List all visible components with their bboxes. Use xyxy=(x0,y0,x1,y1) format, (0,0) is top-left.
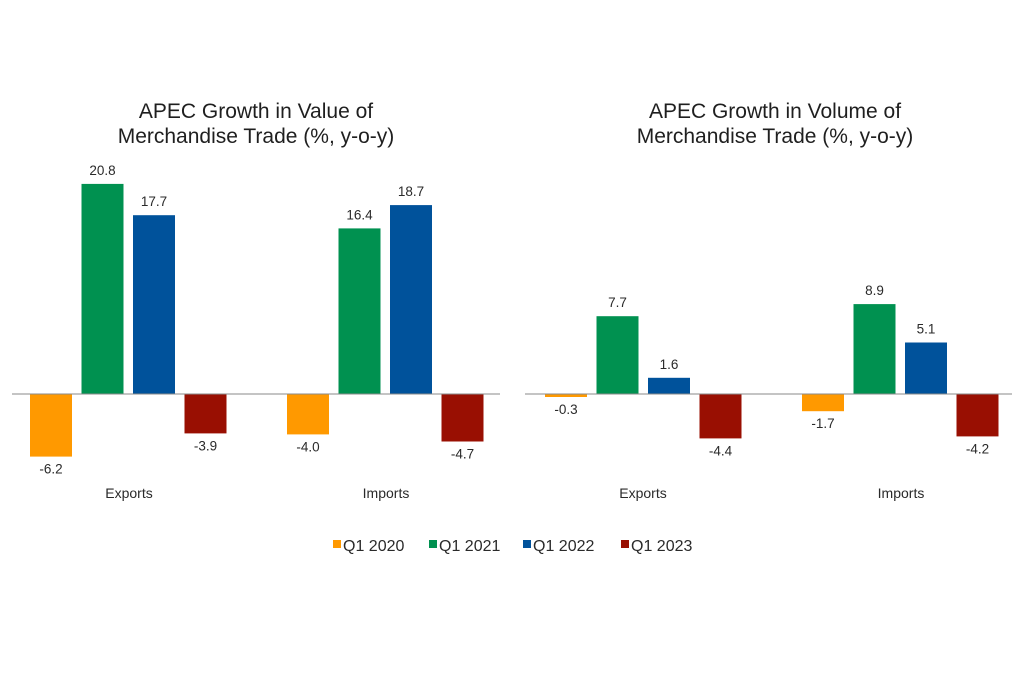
volume-chart-bar-imports-q1-2021 xyxy=(853,304,896,394)
value-chart-data-label-imports-q1-2021: 16.4 xyxy=(346,207,373,222)
value-chart-data-label-exports-q1-2020: -6.2 xyxy=(39,462,62,477)
volume-chart-bar-exports-q1-2022 xyxy=(648,377,690,394)
value-chart-category-imports: Imports xyxy=(363,485,410,501)
volume-chart-data-label-imports-q1-2020: -1.7 xyxy=(811,416,834,431)
legend-item-q1-2022: Q1 2022 xyxy=(523,538,594,555)
value-chart-bar-exports-q1-2023 xyxy=(184,394,227,434)
value-chart-data-label-exports-q1-2023: -3.9 xyxy=(194,438,217,453)
value-chart-bar-imports-q1-2022 xyxy=(390,205,432,394)
volume-chart-data-label-exports-q1-2021: 7.7 xyxy=(608,295,627,310)
legend: Q1 2020 Q1 2021 Q1 2022 Q1 2023 xyxy=(333,538,692,555)
value-chart-title-line2: Merchandise Trade (%, y-o-y) xyxy=(118,125,395,148)
volume-chart-data-label-exports-q1-2023: -4.4 xyxy=(709,443,733,458)
volume-chart-category-exports: Exports xyxy=(619,485,666,501)
volume-chart-data-label-exports-q1-2020: -0.3 xyxy=(554,402,577,417)
volume-chart-bar-exports-q1-2020 xyxy=(545,394,587,397)
value-chart-category-exports: Exports xyxy=(105,485,152,501)
volume-chart-bar-imports-q1-2023 xyxy=(956,394,999,437)
value-chart-bar-exports-q1-2020 xyxy=(30,394,72,457)
value-chart-bar-imports-q1-2020 xyxy=(287,394,329,435)
legend-item-q1-2021: Q1 2021 xyxy=(429,538,500,555)
volume-chart-data-label-imports-q1-2023: -4.2 xyxy=(966,441,989,456)
legend-label-q1-2020: Q1 2020 xyxy=(343,538,404,555)
volume-chart-bar-imports-q1-2020 xyxy=(802,394,844,412)
volume-chart-data-label-imports-q1-2022: 5.1 xyxy=(917,322,936,337)
value-chart-data-label-imports-q1-2022: 18.7 xyxy=(398,184,424,199)
volume-chart-data-label-exports-q1-2022: 1.6 xyxy=(660,357,679,372)
volume-chart-bar-imports-q1-2022 xyxy=(905,342,947,394)
volume-chart-bar-exports-q1-2023 xyxy=(699,394,742,439)
legend-item-q1-2020: Q1 2020 xyxy=(333,538,404,555)
legend-swatch-q1-2020 xyxy=(333,540,341,548)
volume-chart-title-line2: Merchandise Trade (%, y-o-y) xyxy=(637,125,914,148)
volume-chart-bar-exports-q1-2021 xyxy=(596,316,639,394)
volume-chart-title-line1: APEC Growth in Volume of xyxy=(649,100,901,123)
value-chart-title-line1: APEC Growth in Value of xyxy=(139,100,373,123)
legend-label-q1-2022: Q1 2022 xyxy=(533,538,594,555)
legend-swatch-q1-2022 xyxy=(523,540,531,548)
value-chart-data-label-imports-q1-2020: -4.0 xyxy=(296,439,319,454)
value-chart-bar-exports-q1-2022 xyxy=(133,215,175,394)
value-chart-data-label-imports-q1-2023: -4.7 xyxy=(451,447,474,462)
value-chart-data-label-exports-q1-2021: 20.8 xyxy=(89,163,115,178)
volume-chart-data-label-imports-q1-2021: 8.9 xyxy=(865,283,884,298)
legend-label-q1-2023: Q1 2023 xyxy=(631,538,692,555)
legend-swatch-q1-2021 xyxy=(429,540,437,548)
legend-item-q1-2023: Q1 2023 xyxy=(621,538,692,555)
value-chart: APEC Growth in Value of Merchandise Trad… xyxy=(12,100,500,501)
volume-chart-category-imports: Imports xyxy=(878,485,925,501)
volume-chart: APEC Growth in Volume of Merchandise Tra… xyxy=(525,100,1012,501)
value-chart-bar-imports-q1-2021 xyxy=(338,228,381,394)
legend-swatch-q1-2023 xyxy=(621,540,629,548)
value-chart-data-label-exports-q1-2022: 17.7 xyxy=(141,194,167,209)
value-chart-bar-exports-q1-2021 xyxy=(81,183,124,394)
legend-label-q1-2021: Q1 2021 xyxy=(439,538,500,555)
value-chart-bar-imports-q1-2023 xyxy=(441,394,484,442)
